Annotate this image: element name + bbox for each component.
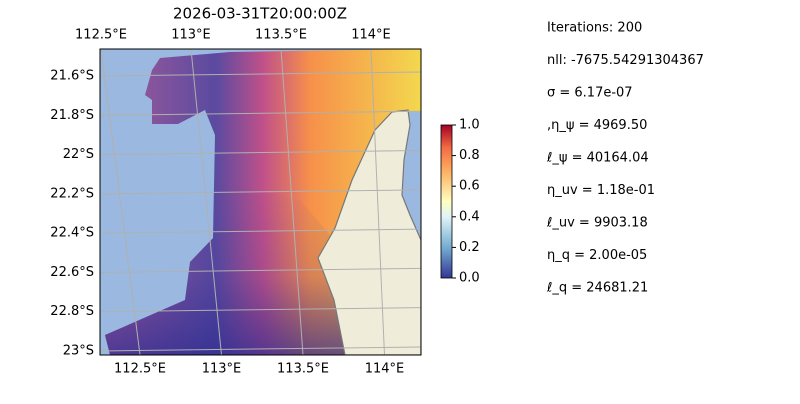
lon-tick-label-bottom: 114°E (365, 362, 405, 377)
lon-tick-label-bottom: 112.5°E (114, 362, 166, 377)
colorbar-tick-label: 0.2 (459, 240, 480, 255)
colorbar-tick-label: 0.4 (459, 209, 480, 224)
param-text: ℓ_uv = 9903.18 (546, 216, 648, 231)
lat-tick-label: 21.6°S (50, 69, 94, 84)
lat-tick-label: 22°S (63, 147, 94, 162)
colorbar-tick-label: 0.8 (459, 148, 480, 163)
lon-tick-label-bottom: 113.5°E (277, 362, 329, 377)
param-text: nll: -7675.54291304367 (547, 53, 704, 68)
lat-tick-label: 21.8°S (50, 108, 94, 123)
grid-line (280, 49, 304, 355)
map-frame (99, 48, 422, 356)
param-text: η_q = 2.00e-05 (547, 248, 647, 263)
grid-line (100, 189, 421, 195)
colorbar-tick-label: 0.6 (459, 179, 480, 194)
lon-tick-label-top: 112.5°E (75, 28, 127, 43)
param-text: ,η_ψ = 4969.50 (547, 118, 647, 133)
grid-line (190, 49, 222, 355)
grid-line (100, 307, 421, 313)
lat-tick-label: 22.6°S (50, 265, 94, 280)
param-text: η_uv = 1.18e-01 (547, 183, 655, 198)
lon-tick-label-top: 113.5°E (255, 28, 307, 43)
map-title: 2026-03-31T20:00:00Z (173, 5, 347, 23)
colorbar-tick-label: 0.0 (459, 271, 480, 286)
map-area (100, 49, 421, 355)
lat-tick-label: 23°S (63, 343, 94, 358)
param-text: Iterations: 200 (547, 21, 642, 36)
param-text: σ = 6.17e-07 (547, 86, 633, 101)
lat-tick-label: 22.2°S (50, 186, 94, 201)
grid-line (100, 71, 421, 77)
lat-tick-label: 22.8°S (50, 304, 94, 319)
grid-line (100, 110, 421, 116)
lon-tick-label-top: 114°E (351, 28, 391, 43)
grid-line (100, 346, 421, 352)
grid-line (100, 267, 421, 273)
colorbar-tick-label: 1.0 (459, 118, 480, 133)
grid-line (100, 150, 421, 156)
grid-line (370, 49, 385, 355)
grid-line (100, 228, 421, 234)
lon-tick-label-bottom: 113°E (202, 362, 242, 377)
colorbar (440, 124, 453, 279)
param-text: ℓ_ψ = 40164.04 (546, 151, 649, 166)
param-text: ℓ_q = 24681.21 (546, 281, 648, 296)
lat-tick-label: 22.4°S (50, 226, 94, 241)
lon-tick-label-top: 113°E (171, 28, 211, 43)
land (317, 109, 421, 355)
grid-line (100, 49, 141, 355)
